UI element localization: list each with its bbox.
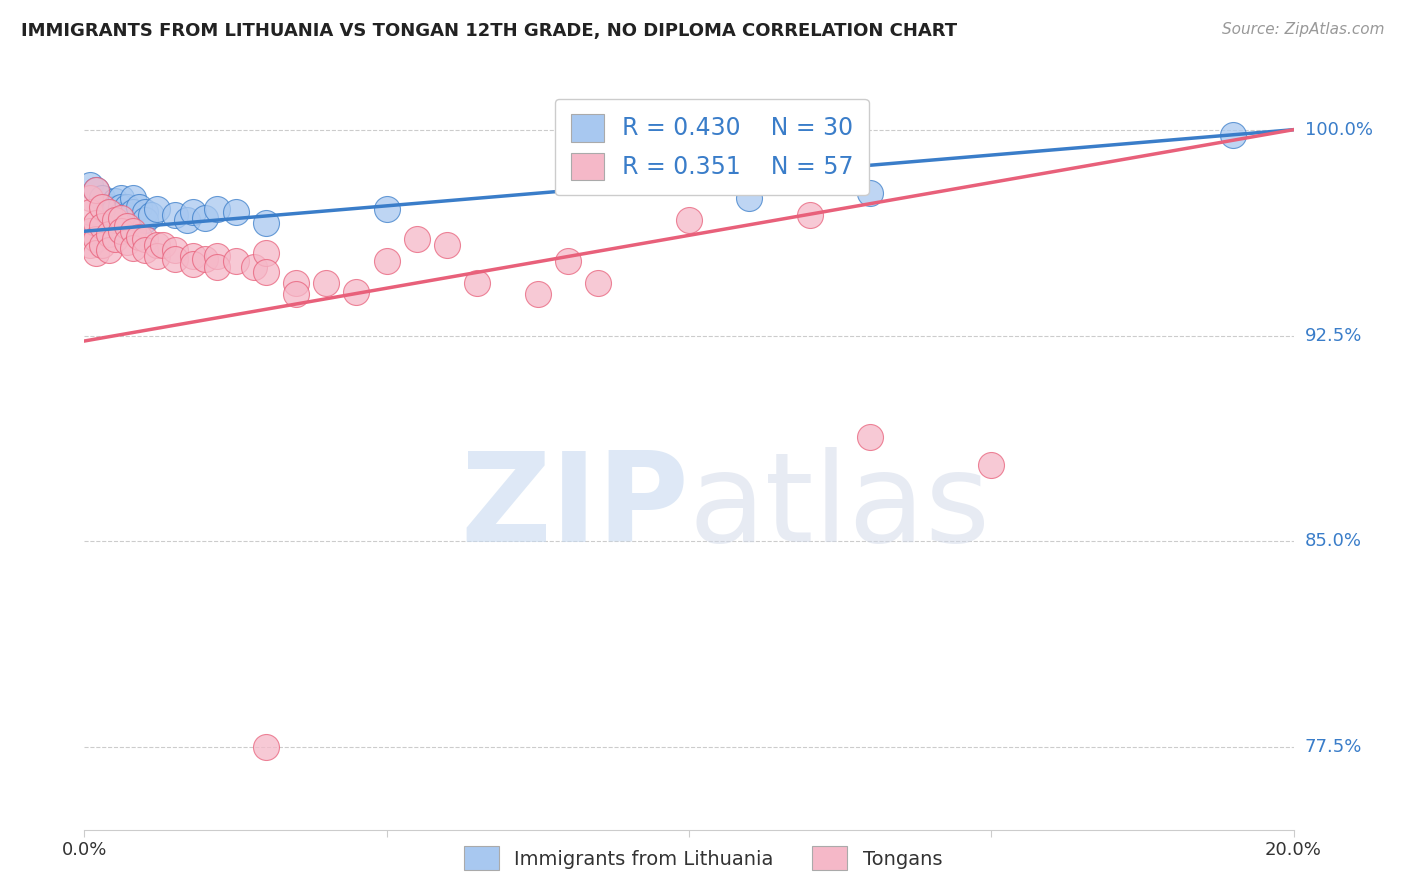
Point	[859, 430, 882, 444]
Point	[110, 208, 132, 222]
Point	[121, 241, 143, 255]
Point	[225, 205, 247, 219]
Point	[91, 219, 114, 233]
Point	[1222, 128, 1244, 143]
Point	[165, 252, 187, 266]
Text: ZIP: ZIP	[460, 447, 689, 568]
Point	[285, 277, 308, 291]
Point	[97, 208, 120, 222]
Point	[165, 208, 187, 222]
Point	[86, 232, 108, 246]
Point	[79, 238, 101, 252]
Text: 92.5%: 92.5%	[1305, 326, 1362, 344]
Point	[134, 232, 156, 246]
Point	[436, 238, 458, 252]
Point	[406, 232, 429, 246]
Point	[588, 277, 610, 291]
Point	[799, 208, 821, 222]
Point	[121, 191, 143, 205]
Point	[128, 229, 150, 244]
Point	[115, 219, 138, 233]
Point	[110, 224, 132, 238]
Point	[115, 200, 138, 214]
Point	[527, 287, 550, 301]
Point	[97, 205, 120, 219]
Point	[738, 191, 761, 205]
Point	[165, 244, 187, 258]
Point	[859, 186, 882, 200]
Point	[115, 235, 138, 250]
Point	[146, 249, 169, 263]
Point	[146, 202, 169, 217]
Point	[104, 202, 127, 217]
Point	[254, 740, 277, 755]
Point	[557, 254, 579, 268]
Point	[375, 202, 398, 217]
Point	[79, 178, 101, 192]
Point	[254, 246, 277, 260]
Point	[97, 244, 120, 258]
Point	[152, 238, 174, 252]
Point	[254, 216, 277, 230]
Point	[181, 249, 204, 263]
Point	[194, 211, 217, 225]
Point	[86, 246, 108, 260]
Point	[207, 202, 229, 217]
Point	[139, 208, 162, 222]
Point	[86, 183, 108, 197]
Point	[134, 205, 156, 219]
Point	[134, 244, 156, 258]
Point	[128, 200, 150, 214]
Point	[176, 213, 198, 227]
Point	[678, 213, 700, 227]
Text: IMMIGRANTS FROM LITHUANIA VS TONGAN 12TH GRADE, NO DIPLOMA CORRELATION CHART: IMMIGRANTS FROM LITHUANIA VS TONGAN 12TH…	[21, 22, 957, 40]
Point	[181, 205, 204, 219]
Point	[115, 208, 138, 222]
Point	[121, 205, 143, 219]
Point	[181, 257, 204, 271]
Point	[375, 254, 398, 268]
Point	[315, 277, 337, 291]
Point	[97, 227, 120, 241]
Point	[86, 183, 108, 197]
Point	[134, 213, 156, 227]
Point	[97, 200, 120, 214]
Text: 85.0%: 85.0%	[1305, 533, 1361, 550]
Point	[467, 277, 489, 291]
Text: atlas: atlas	[689, 447, 991, 568]
Point	[91, 200, 114, 214]
Point	[254, 265, 277, 279]
Legend: R = 0.430    N = 30, R = 0.351    N = 57: R = 0.430 N = 30, R = 0.351 N = 57	[555, 99, 869, 195]
Point	[207, 260, 229, 274]
Text: Source: ZipAtlas.com: Source: ZipAtlas.com	[1222, 22, 1385, 37]
Point	[146, 238, 169, 252]
Legend: Immigrants from Lithuania, Tongans: Immigrants from Lithuania, Tongans	[456, 838, 950, 878]
Point	[104, 232, 127, 246]
Point	[79, 191, 101, 205]
Text: 100.0%: 100.0%	[1305, 120, 1372, 138]
Point	[79, 224, 101, 238]
Point	[91, 191, 114, 205]
Text: 77.5%: 77.5%	[1305, 739, 1362, 756]
Point	[225, 254, 247, 268]
Point	[110, 200, 132, 214]
Point	[110, 211, 132, 225]
Point	[194, 252, 217, 266]
Point	[110, 191, 132, 205]
Point	[91, 238, 114, 252]
Point	[285, 287, 308, 301]
Point	[346, 285, 368, 299]
Point	[86, 216, 108, 230]
Point	[980, 458, 1002, 472]
Point	[242, 260, 264, 274]
Point	[104, 213, 127, 227]
Point	[104, 194, 127, 208]
Point	[207, 249, 229, 263]
Point	[79, 205, 101, 219]
Point	[121, 224, 143, 238]
